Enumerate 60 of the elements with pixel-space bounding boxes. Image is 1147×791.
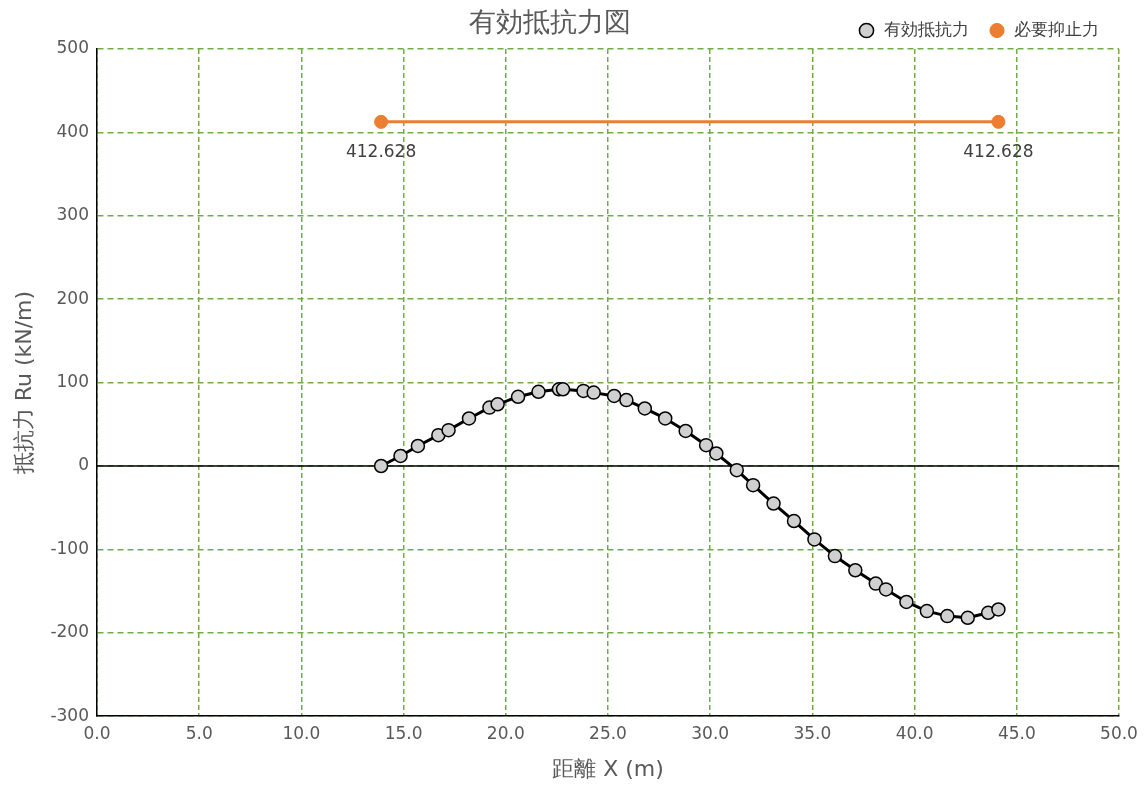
data-label: 412.628 xyxy=(963,140,1034,161)
point xyxy=(766,496,781,511)
y-tick-label: -100 xyxy=(50,537,89,558)
point xyxy=(848,563,863,578)
y-tick-label: -300 xyxy=(50,704,89,725)
x-axis-title: 距離 X (m) xyxy=(552,755,664,781)
point xyxy=(373,458,389,474)
point xyxy=(393,448,408,464)
point xyxy=(786,513,802,529)
x-tick-label: 5.0 xyxy=(185,722,213,743)
x-tick-label: 50.0 xyxy=(1100,722,1138,743)
y-tick-label: 100 xyxy=(56,371,89,392)
data-label: 412.628 xyxy=(345,140,417,161)
x-tick-label: 20.0 xyxy=(486,722,525,743)
y-tick-label: 400 xyxy=(56,120,89,141)
y-tick-label: 0 xyxy=(78,454,89,475)
y-tick-label: 500 xyxy=(56,37,89,58)
legend-label: 必要抑止力 xyxy=(1014,18,1099,39)
point xyxy=(709,446,724,461)
x-tick-label: 10.0 xyxy=(282,722,321,743)
point xyxy=(899,594,914,610)
x-tick-label: 15.0 xyxy=(384,722,423,743)
point xyxy=(606,388,622,404)
point xyxy=(619,392,634,408)
point xyxy=(657,411,673,426)
point xyxy=(586,385,601,400)
point xyxy=(698,437,714,453)
y-tick-label: 200 xyxy=(56,287,89,308)
x-tick-label: 40.0 xyxy=(895,722,934,743)
point xyxy=(940,608,955,624)
point xyxy=(441,422,456,438)
point xyxy=(555,382,571,397)
x-tick-label: 45.0 xyxy=(997,722,1036,743)
point xyxy=(490,397,505,412)
point xyxy=(745,477,761,493)
point xyxy=(827,548,843,564)
legend-label: 有効抵抗力 xyxy=(883,18,969,39)
point xyxy=(531,384,546,400)
point xyxy=(510,389,526,405)
point xyxy=(991,114,1006,129)
point xyxy=(729,462,745,478)
x-tick-label: 25.0 xyxy=(589,722,627,743)
point xyxy=(637,401,653,416)
point xyxy=(919,603,935,619)
x-tick-label: 0.0 xyxy=(83,722,111,743)
x-tick-label: 35.0 xyxy=(793,722,832,743)
y-axis-title: 抵抗力 Ru (kN/m) xyxy=(10,290,36,476)
point xyxy=(991,602,1006,617)
point xyxy=(960,610,975,626)
y-tick-label: 300 xyxy=(56,204,89,225)
chart-title: 有効抵抗力図 xyxy=(468,5,632,39)
y-tick-label: -200 xyxy=(50,621,89,642)
x-tick-label: 30.0 xyxy=(691,722,730,743)
point xyxy=(678,423,693,439)
point xyxy=(410,438,426,454)
point xyxy=(374,114,389,129)
point xyxy=(878,582,894,597)
point xyxy=(807,532,822,547)
point xyxy=(868,576,884,591)
point xyxy=(461,411,477,426)
